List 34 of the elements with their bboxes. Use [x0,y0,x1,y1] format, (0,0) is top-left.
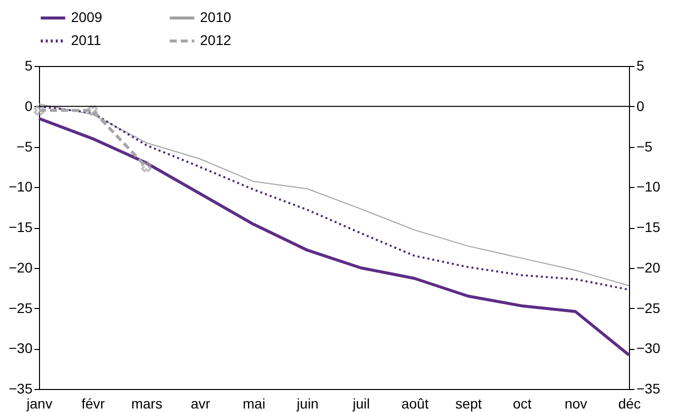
x-tick-label: oct [512,396,532,412]
legend-label: 2011 [71,32,102,48]
y-tick-label: −5 [16,138,33,154]
y2-tick-label: 5 [636,58,644,74]
y-tick-label: −10 [8,178,33,195]
legend-label: 2009 [71,9,102,25]
x-tick-label: nov [564,396,588,412]
y2-tick-label: −5 [636,138,653,154]
x-tick-label: avr [190,396,210,412]
y2-tick-label: 0 [636,98,644,114]
y-tick-label: −25 [8,300,33,316]
y-tick-label: −35 [8,380,33,396]
x-tick-label: juin [296,396,319,412]
y-tick-label: −15 [8,219,33,235]
x-tick-label: déc [618,396,641,412]
y2-tick-label: −10 [636,178,660,195]
legend-label: 2012 [200,32,232,48]
y-tick-label: 0 [24,98,33,114]
x-tick-label: août [401,396,429,412]
y2-tick-label: −25 [636,300,660,316]
x-tick-label: mars [131,396,162,412]
y-tick-label: −20 [8,259,33,276]
y2-tick-label: −35 [636,380,660,396]
y-tick-label: 5 [24,58,33,74]
y2-tick-label: −20 [636,259,660,276]
y2-tick-label: −15 [636,219,660,235]
x-tick-label: janv [26,396,52,412]
y2-tick-label: −30 [636,340,660,356]
y-tick-label: −30 [8,340,33,356]
x-tick-label: juil [352,396,370,412]
x-tick-label: sept [455,396,482,412]
x-tick-label: mai [242,396,266,412]
x-tick-label: févr [81,396,106,412]
legend-label: 2010 [200,9,232,25]
